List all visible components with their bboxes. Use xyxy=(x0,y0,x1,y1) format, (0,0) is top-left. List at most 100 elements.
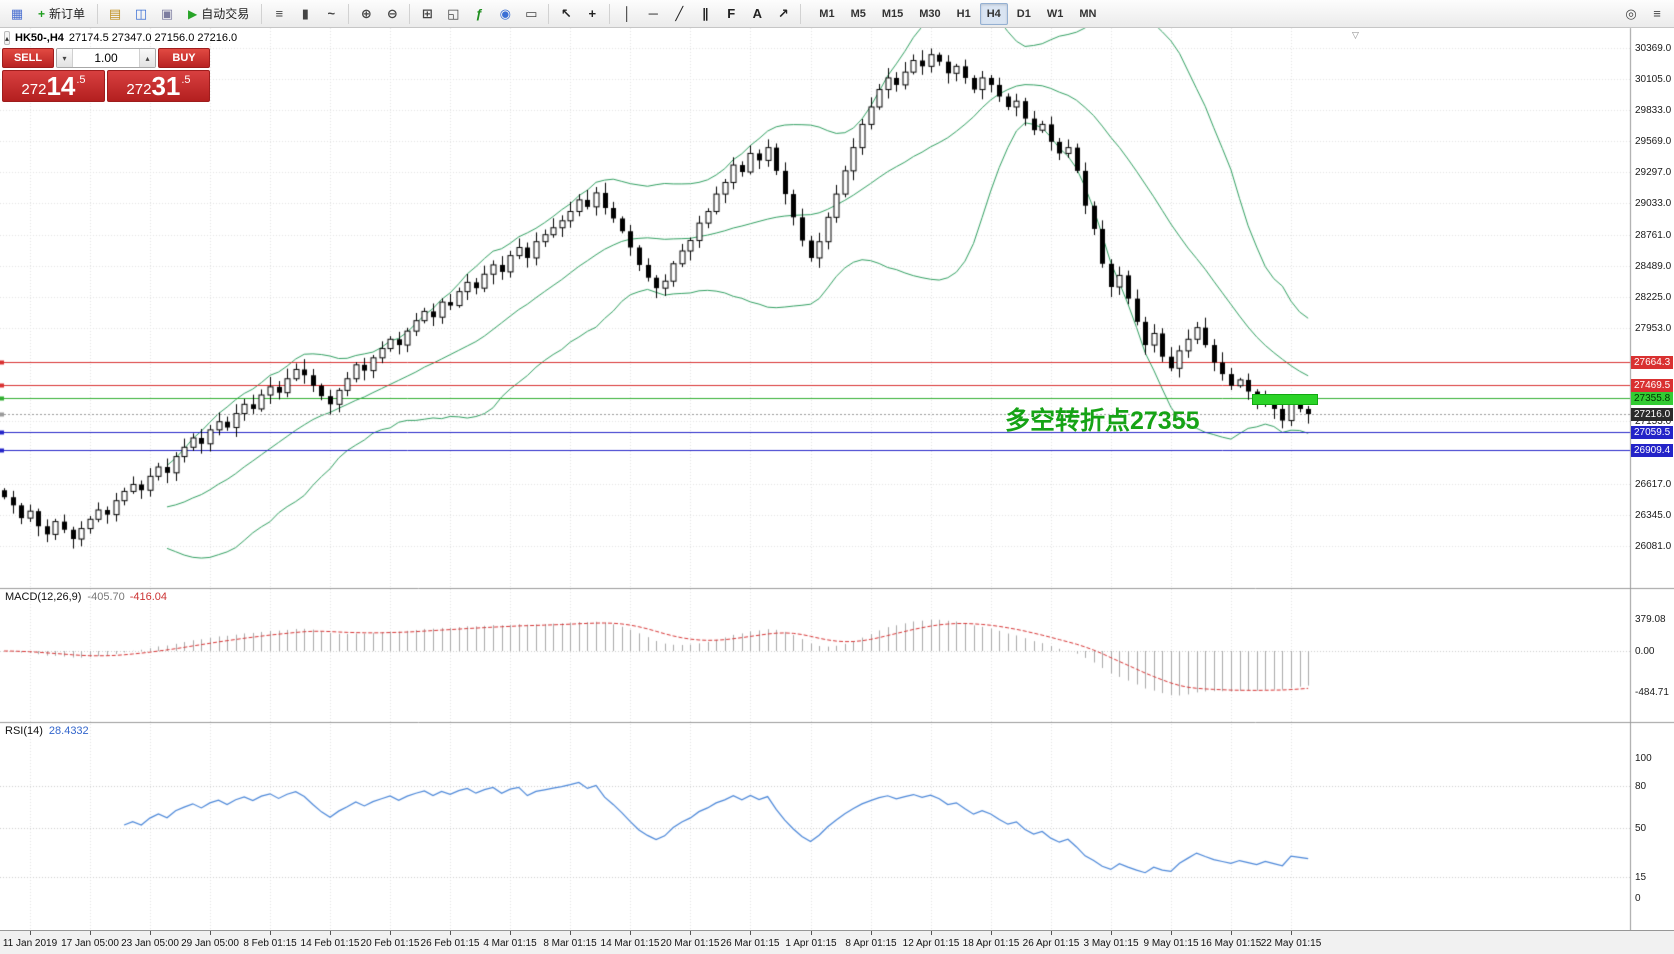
indicators-icon[interactable]: ƒ xyxy=(467,2,491,26)
time-axis-label: 12 Apr 01:15 xyxy=(902,938,960,949)
sell-price[interactable]: 272 14.5 xyxy=(2,70,105,102)
zoom-out-icon[interactable]: ⊖ xyxy=(380,2,404,26)
market-watch-icon: ◫ xyxy=(134,5,148,21)
volume-decrease-button[interactable]: ▾ xyxy=(57,49,73,67)
cursor-icon[interactable]: ↖ xyxy=(554,2,578,26)
profiles-icon[interactable]: ▤ xyxy=(103,2,127,26)
turning-point-highlight[interactable] xyxy=(1252,394,1318,405)
bar-chart-icon[interactable]: ≡ xyxy=(267,2,291,26)
timeframe-w1[interactable]: W1 xyxy=(1046,7,1064,20)
tile-windows-icon[interactable]: ⊞ xyxy=(415,2,439,26)
window-icon[interactable]: ▦ xyxy=(5,2,29,26)
time-tick xyxy=(450,931,451,935)
macd-indicator-label[interactable]: MACD(12,26,9) -405.70 -416.04 xyxy=(5,591,168,603)
cascade-windows-icon: ◱ xyxy=(447,5,460,21)
time-axis-label: 1 Apr 01:15 xyxy=(785,938,837,949)
chart-shift-marker[interactable]: ▽ xyxy=(1352,30,1359,40)
timeframe-m5[interactable]: M5 xyxy=(850,7,866,20)
time-axis: 11 Jan 2019 17 Jan 05:00 23 Jan 05:00 29 Ja… xyxy=(0,930,1674,954)
arrows-icon: ↗ xyxy=(777,5,789,21)
toolbar-separator xyxy=(548,3,550,24)
time-tick xyxy=(90,931,91,935)
rsi-axis-label: 80 xyxy=(1635,781,1647,792)
timeframe-m1[interactable]: M1 xyxy=(819,7,835,20)
navigator-icon[interactable]: ◉ xyxy=(493,2,517,26)
toolbar-separator xyxy=(800,3,802,24)
time-tick xyxy=(1231,931,1232,935)
toolbar-separator xyxy=(409,3,411,24)
time-tick xyxy=(30,931,31,935)
data-window-icon[interactable]: ▣ xyxy=(155,2,179,26)
time-tick xyxy=(690,931,691,935)
sell-button[interactable]: SELL xyxy=(2,48,54,68)
buy-price[interactable]: 272 31.5 xyxy=(107,70,210,102)
arrows-icon[interactable]: ↗ xyxy=(771,2,795,26)
time-tick xyxy=(991,931,992,935)
turning-point-annotation[interactable]: 多空转折点27355 xyxy=(1005,407,1200,435)
price-axis-label: 30105.0 xyxy=(1635,74,1672,85)
new-order-button[interactable]: + 新订单 xyxy=(31,2,92,26)
volume-increase-button[interactable]: ▴ xyxy=(139,49,155,67)
rsi-axis-label: 15 xyxy=(1635,872,1647,883)
profiles-icon: ▤ xyxy=(108,5,122,21)
rsi-indicator-label[interactable]: RSI(14) 28.4332 xyxy=(5,725,89,737)
vertical-line-icon[interactable]: │ xyxy=(615,2,639,26)
time-axis-label: 8 Apr 01:15 xyxy=(845,938,897,949)
toolbar-separator xyxy=(97,3,99,24)
volume-input[interactable]: 1.00 xyxy=(94,51,118,65)
price-axis-label: 29033.0 xyxy=(1635,198,1672,209)
time-tick xyxy=(390,931,391,935)
menu-icon: ≡ xyxy=(1653,6,1661,21)
menu-icon[interactable]: ≡ xyxy=(1645,2,1669,26)
timeframe-mn[interactable]: MN xyxy=(1079,7,1097,20)
time-tick xyxy=(1111,931,1112,935)
one-click-collapse-button[interactable]: ▴ xyxy=(4,31,11,45)
horizontal-line-icon: ─ xyxy=(648,6,658,21)
fibonacci-icon: F xyxy=(727,6,736,21)
line-chart-icon[interactable]: ~ xyxy=(319,2,343,26)
time-tick xyxy=(270,931,271,935)
buy-button[interactable]: BUY xyxy=(158,48,210,68)
trendline-icon: ╱ xyxy=(675,5,684,21)
time-axis-label: 26 Feb 01:15 xyxy=(420,938,480,949)
time-axis-label: 16 May 01:15 xyxy=(1200,938,1262,949)
rsi-axis-label: 50 xyxy=(1635,823,1647,834)
time-axis-label: 11 Jan 2019 xyxy=(2,938,58,949)
zoom-in-icon[interactable]: ⊕ xyxy=(354,2,378,26)
search-icon[interactable]: ◎ xyxy=(1619,2,1643,26)
price-digits: 272 xyxy=(126,80,152,98)
time-axis-label: 14 Mar 01:15 xyxy=(600,938,660,949)
channel-icon[interactable]: ∥ xyxy=(693,2,717,26)
candlestick-chart-icon[interactable]: ▮ xyxy=(293,2,317,26)
terminal-icon: ▭ xyxy=(525,5,538,21)
time-tick xyxy=(330,931,331,935)
time-axis-label: 3 May 01:15 xyxy=(1083,938,1139,949)
terminal-icon[interactable]: ▭ xyxy=(519,2,543,26)
time-tick xyxy=(570,931,571,935)
timeframe-m30[interactable]: M30 xyxy=(919,7,941,20)
price-axis-label: 28761.0 xyxy=(1635,230,1672,241)
rsi-axis-label: 0 xyxy=(1635,893,1641,904)
toolbar-separator xyxy=(261,3,263,24)
horizontal-line-icon[interactable]: ─ xyxy=(641,2,665,26)
trendline-icon[interactable]: ╱ xyxy=(667,2,691,26)
window-icon: ▦ xyxy=(10,5,24,21)
crosshair-icon: + xyxy=(588,6,597,21)
timeframe-h1[interactable]: H1 xyxy=(956,7,971,20)
data-window-icon: ▣ xyxy=(160,5,174,21)
auto-trading-button[interactable]: ▶ 自动交易 xyxy=(181,2,256,26)
fibonacci-icon[interactable]: F xyxy=(719,2,743,26)
cascade-windows-icon[interactable]: ◱ xyxy=(441,2,465,26)
timeframe-h4[interactable]: H4 xyxy=(979,2,1008,25)
text-icon[interactable]: A xyxy=(745,2,769,26)
time-tick xyxy=(150,931,151,935)
crosshair-icon[interactable]: + xyxy=(580,2,604,26)
main-toolbar: ▦ + 新订单 ▤ ◫ ▣ ▶ 自动交易 ≡ ▮ ~ ⊕ ⊖ ⊞ ◱ ƒ ◉ ▭ ↖ + │ ─ ╱ ∥ F A ↗ M1 M5 M15 M… xyxy=(0,0,1674,28)
price-axis-label: 29297.0 xyxy=(1635,167,1672,178)
timeframe-d1[interactable]: D1 xyxy=(1016,7,1031,20)
bar-chart-icon: ≡ xyxy=(275,6,284,21)
market-watch-icon[interactable]: ◫ xyxy=(129,2,153,26)
ohlc-values: 27174.5 27347.0 27156.0 27216.0 xyxy=(68,32,238,44)
timeframe-m15[interactable]: M15 xyxy=(881,7,904,20)
